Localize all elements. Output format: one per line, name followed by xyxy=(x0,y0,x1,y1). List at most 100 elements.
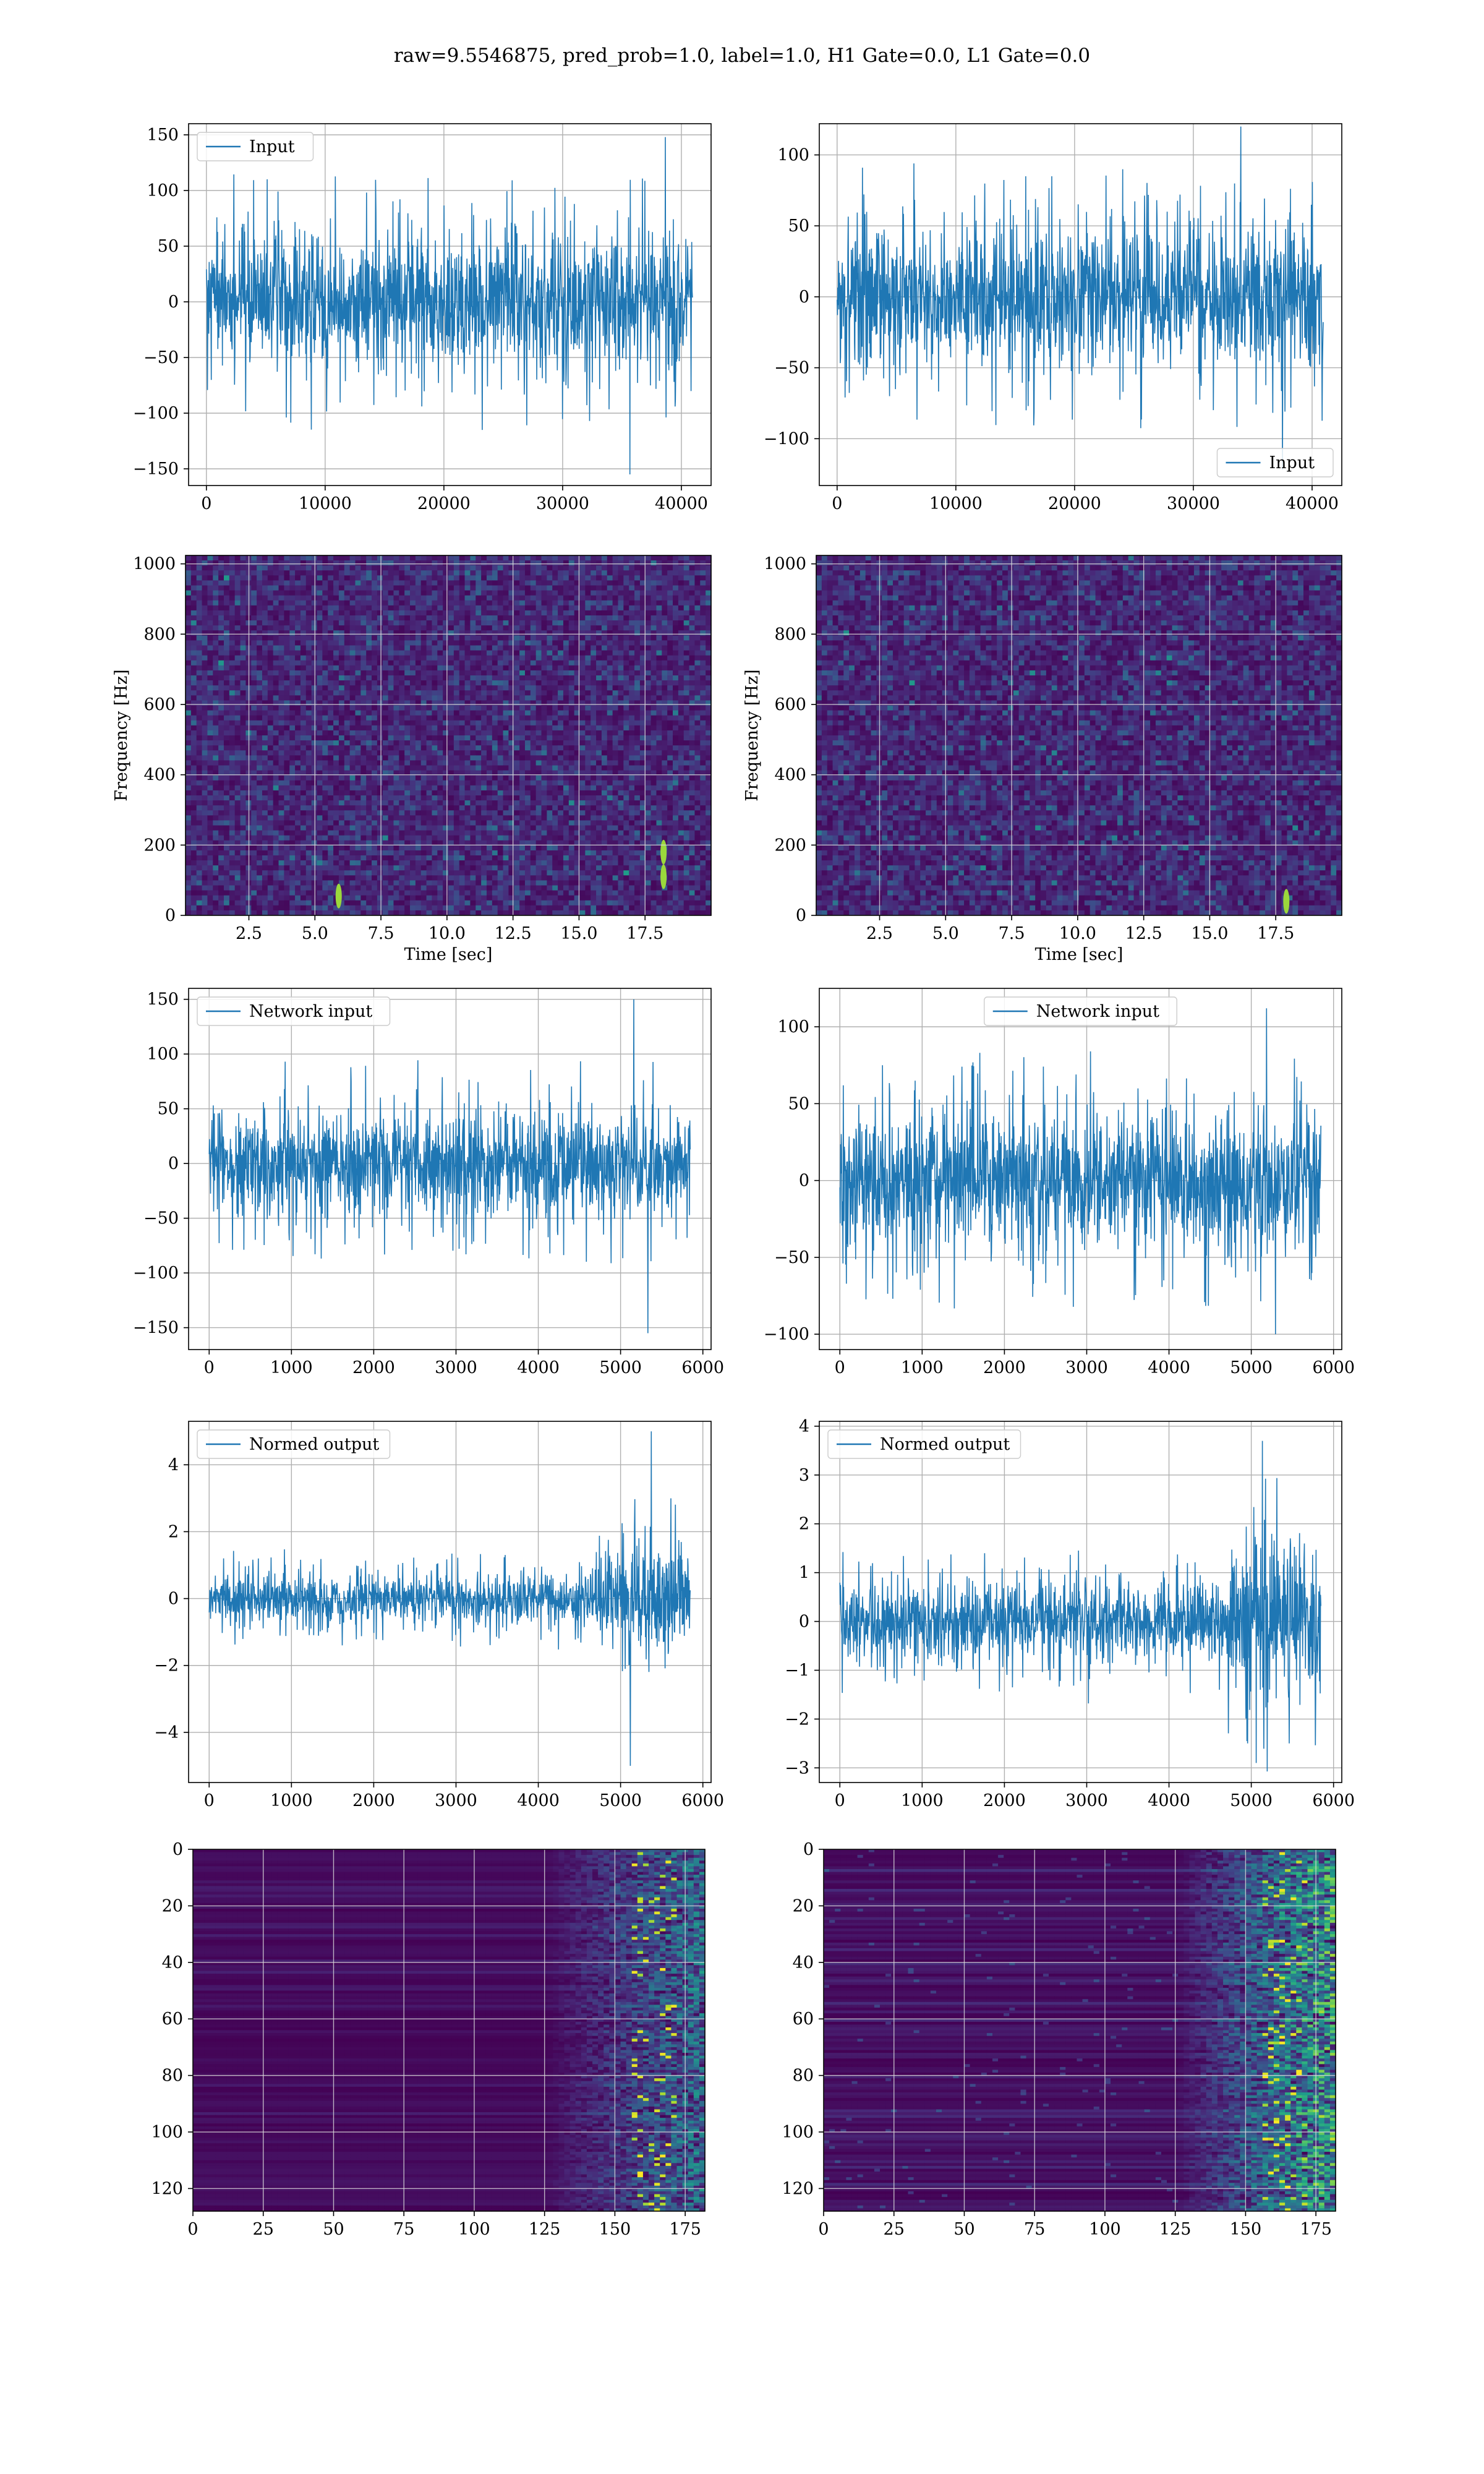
spectrogram-cell xyxy=(678,620,684,626)
spectrogram-cell xyxy=(355,605,361,611)
spectrogram-cell xyxy=(618,595,624,601)
spectrogram-cell xyxy=(289,565,296,571)
spectrogram-cell xyxy=(552,790,558,796)
spectrogram-cell xyxy=(278,665,284,671)
spectrogram-cell xyxy=(574,625,581,631)
spectrogram-cell xyxy=(311,710,318,716)
spectrogram-cell xyxy=(612,585,619,591)
spectrogram-cell xyxy=(267,625,274,631)
spectrogram-cell xyxy=(257,785,263,791)
spectrogram-cell xyxy=(591,610,597,616)
spectrogram-cell xyxy=(541,785,547,791)
spectrogram-cell xyxy=(196,725,203,731)
spectrogram-cell xyxy=(530,685,537,691)
spectrogram-cell xyxy=(607,640,613,646)
spectrogram-cell xyxy=(508,685,514,691)
spectrogram-cell xyxy=(464,585,471,591)
spectrogram-cell xyxy=(634,630,641,636)
spectrogram-cell xyxy=(558,560,564,566)
spectrogram-cell xyxy=(218,610,224,616)
spectrogram-cell xyxy=(251,760,257,766)
spectrogram-cell xyxy=(196,715,203,721)
spectrogram-cell xyxy=(207,725,213,731)
spectrogram-cell xyxy=(629,715,635,721)
spectrogram-cell xyxy=(519,565,526,571)
spectrogram-cell xyxy=(366,740,372,746)
spectrogram-cell xyxy=(656,715,662,721)
spectrogram-cell xyxy=(229,615,236,621)
spectrogram-cell xyxy=(186,630,192,636)
spectrogram-cell xyxy=(519,600,526,606)
spectrogram-cell xyxy=(552,750,558,756)
spectrogram-cell xyxy=(568,670,575,676)
spectrogram-cell xyxy=(508,605,514,611)
spectrogram-cell xyxy=(459,585,466,591)
spectrogram-cell xyxy=(508,790,514,796)
spectrogram-cell xyxy=(596,730,602,736)
spectrogram-cell xyxy=(399,760,405,766)
spectrogram-cell xyxy=(706,730,712,736)
spectrogram-cell xyxy=(284,760,290,766)
spectrogram-cell xyxy=(464,670,471,676)
spectrogram-cell xyxy=(382,700,389,706)
spectrogram-cell xyxy=(190,610,197,616)
spectrogram-cell xyxy=(218,785,224,791)
spectrogram-cell xyxy=(377,645,383,651)
spectrogram-cell xyxy=(530,630,537,636)
spectrogram-cell xyxy=(338,585,345,591)
spectrogram-cell xyxy=(618,765,624,771)
spectrogram-cell xyxy=(404,790,411,796)
spectrogram-cell xyxy=(223,630,230,636)
spectrogram-cell xyxy=(629,605,635,611)
spectrogram-cell xyxy=(437,620,443,626)
spectrogram-cell xyxy=(596,605,602,611)
spectrogram-cell xyxy=(563,575,569,581)
spectrogram-cell xyxy=(470,765,476,771)
spectrogram-cell xyxy=(295,615,301,621)
spectrogram-cell xyxy=(257,620,263,626)
spectrogram-cell xyxy=(190,680,197,686)
spectrogram-cell xyxy=(552,775,558,781)
spectrogram-cell xyxy=(328,670,334,676)
spectrogram-cell xyxy=(388,770,394,776)
spectrogram-cell xyxy=(618,600,624,606)
spectrogram-cell xyxy=(535,695,542,701)
spectrogram-cell xyxy=(305,755,312,761)
spectrogram-cell xyxy=(284,795,290,801)
spectrogram-cell xyxy=(623,605,629,611)
spectrogram-cell xyxy=(278,590,284,596)
spectrogram-cell xyxy=(338,715,345,721)
spectrogram-cell xyxy=(530,670,537,676)
spectrogram-cell xyxy=(673,805,679,811)
spectrogram-cell xyxy=(338,595,345,601)
spectrogram-cell xyxy=(612,805,619,811)
x-tick-label: 0 xyxy=(201,494,211,513)
spectrogram-cell xyxy=(213,765,219,771)
spectrogram-cell xyxy=(223,675,230,681)
spectrogram-cell xyxy=(289,725,296,731)
spectrogram-cell xyxy=(662,740,668,746)
spectrogram-cell xyxy=(410,775,416,781)
spectrogram-cell xyxy=(503,655,509,661)
spectrogram-cell xyxy=(262,635,268,641)
spectrogram-cell xyxy=(574,735,581,741)
spectrogram-cell xyxy=(568,765,575,771)
spectrogram-cell xyxy=(535,670,542,676)
spectrogram-cell xyxy=(223,765,230,771)
spectrogram-cell xyxy=(470,690,476,696)
spectrogram-cell xyxy=(426,590,433,596)
spectrogram-cell xyxy=(415,735,422,741)
spectrogram-cell xyxy=(295,605,301,611)
spectrogram-cell xyxy=(273,770,279,776)
spectrogram-cell xyxy=(558,665,564,671)
spectrogram-cell xyxy=(563,660,569,666)
spectrogram-cell xyxy=(229,705,236,711)
spectrogram-cell xyxy=(273,710,279,716)
spectrogram-cell xyxy=(240,640,246,646)
spectrogram-cell xyxy=(475,635,482,641)
spectrogram-cell xyxy=(706,620,712,626)
spectrogram-cell xyxy=(344,710,351,716)
spectrogram-cell xyxy=(355,770,361,776)
spectrogram-cell xyxy=(508,600,514,606)
spectrogram-cell xyxy=(196,695,203,701)
